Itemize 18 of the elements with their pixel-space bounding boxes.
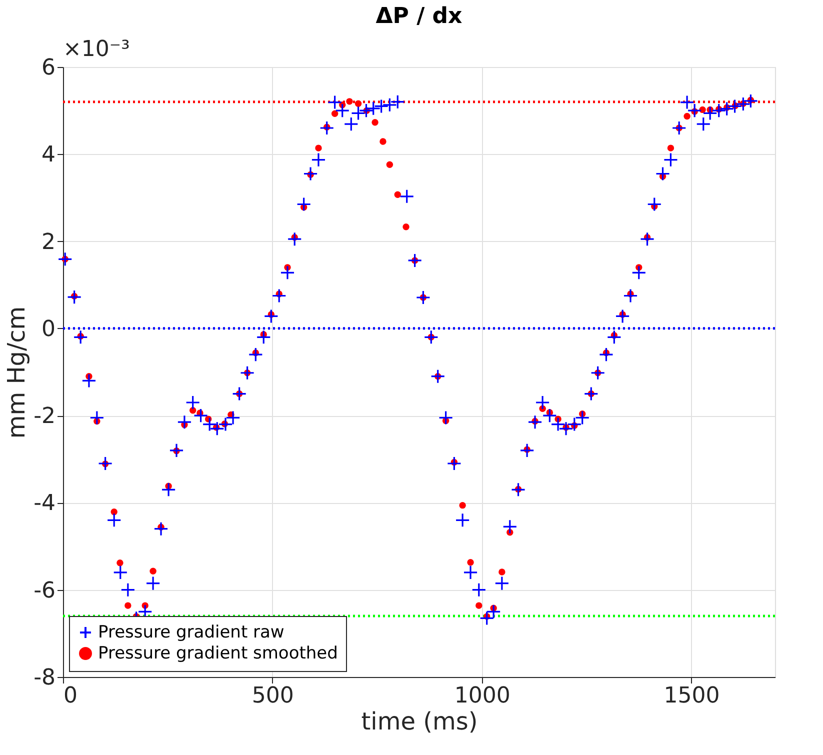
- y-tick-label: 6: [42, 56, 56, 80]
- x-tick-label: 1500: [664, 684, 720, 708]
- y-tick-label: -6: [34, 578, 56, 604]
- x-axis-title: time (ms): [361, 708, 478, 736]
- y-axis-title: mm Hg/cm: [2, 306, 31, 439]
- y-tick-label: -2: [34, 404, 56, 430]
- y-tick-label: 2: [42, 230, 56, 255]
- text: ×10⁻³: [63, 37, 130, 62]
- chart-title: ΔP / dx: [376, 4, 462, 29]
- y-tick-label: 0: [42, 316, 56, 342]
- x-tick-label: 0: [64, 684, 78, 708]
- x-tick-label: 1000: [454, 684, 510, 708]
- y-tick-label: -8: [34, 666, 56, 690]
- y-tick-label: 4: [42, 142, 56, 168]
- x-tick-label: 500: [252, 684, 294, 708]
- legend-label: Pressure gradient smoothed: [98, 644, 338, 664]
- legend-label: Pressure gradient raw: [98, 622, 284, 642]
- y-tick-label: -4: [34, 491, 56, 516]
